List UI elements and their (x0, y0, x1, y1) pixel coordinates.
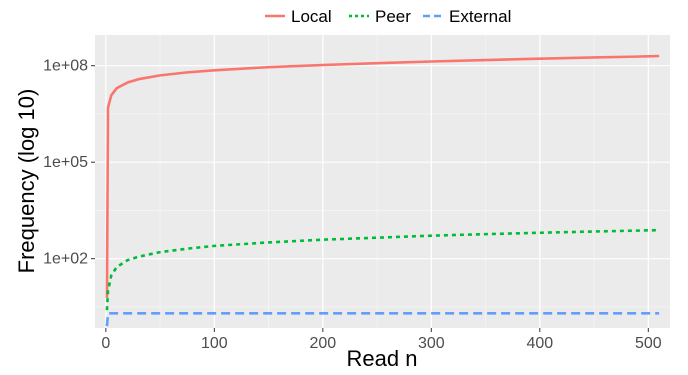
x-tick-label: 400 (526, 335, 553, 352)
x-tick-label: 0 (101, 335, 110, 352)
x-tick-label: 100 (201, 335, 228, 352)
series-lines (105, 54, 660, 327)
x-tick-label: 200 (309, 335, 336, 352)
y-axis-ticks: 1e+02 1e+05 1e+08 (43, 58, 95, 268)
x-axis-ticks: 0 100 200 300 400 500 (101, 328, 662, 352)
plot-panel (95, 35, 670, 328)
legend-label-peer: Peer (375, 7, 411, 26)
x-tick-label: 300 (418, 335, 445, 352)
y-axis-title: Frequency (log 10) (14, 89, 39, 274)
y-tick-label: 1e+08 (43, 58, 88, 75)
y-tick-label: 1e+05 (43, 154, 88, 171)
minor-gridlines (95, 35, 670, 328)
series-line-external (105, 312, 660, 327)
legend-label-local: Local (291, 7, 332, 26)
legend: Local Peer External (265, 7, 511, 26)
major-gridlines (95, 35, 670, 328)
series-line-local (105, 54, 660, 298)
x-tick-label: 500 (635, 335, 662, 352)
y-tick-label: 1e+02 (43, 251, 88, 268)
x-axis-title: Read n (347, 346, 418, 371)
series-line-peer (105, 228, 660, 311)
legend-label-external: External (449, 7, 511, 26)
